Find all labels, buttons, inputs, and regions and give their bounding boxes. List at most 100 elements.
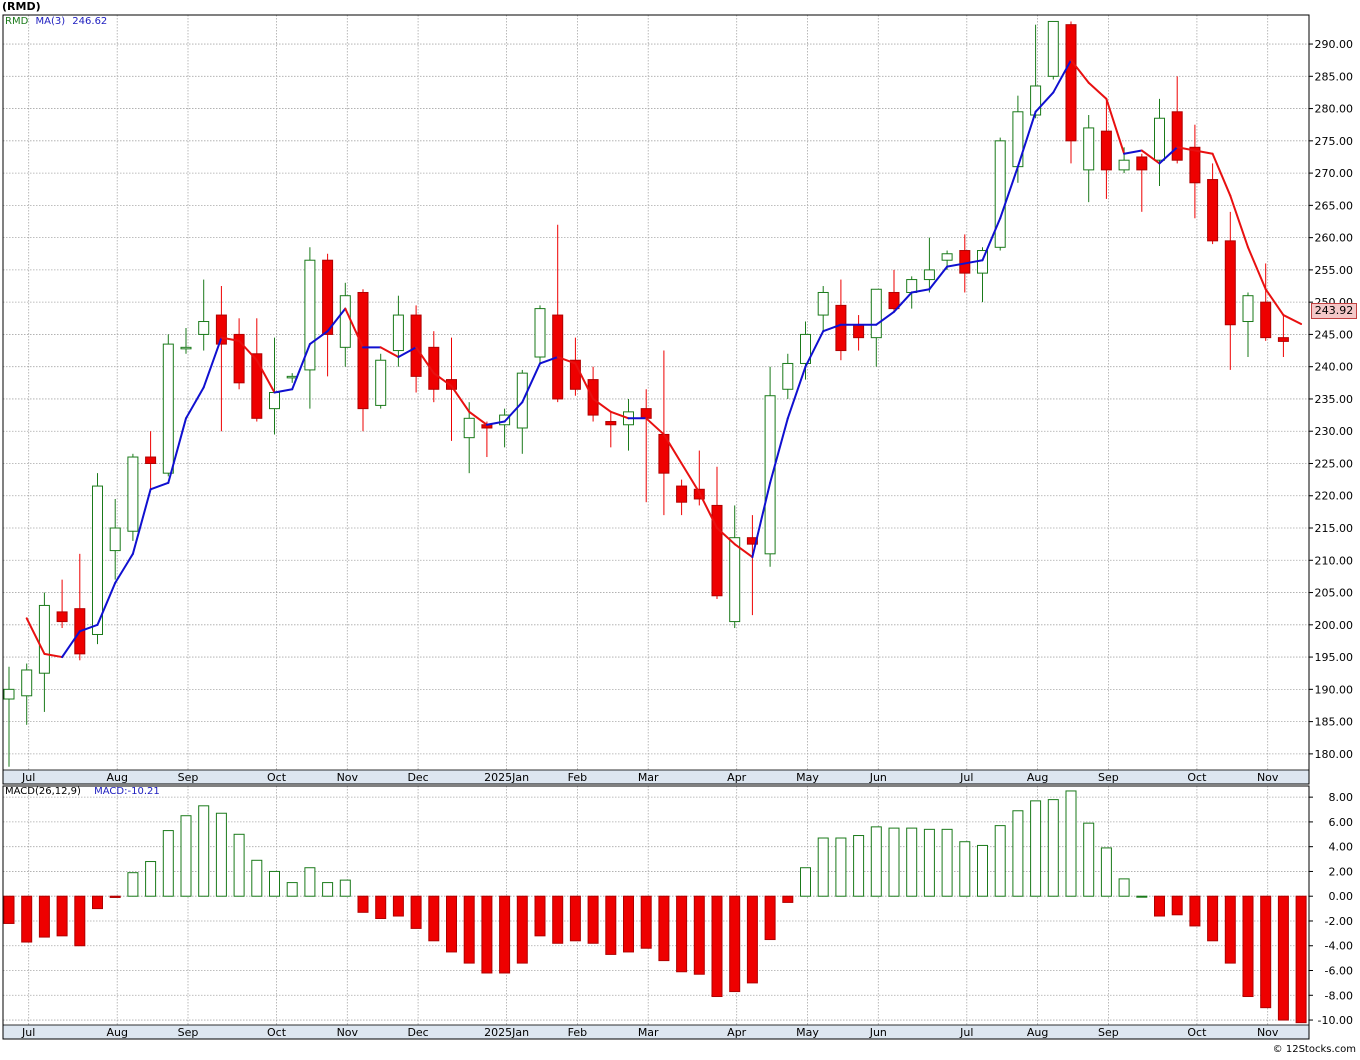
macd-bar (552, 895, 564, 944)
macd-y-tick-label: -8.00 (1325, 989, 1353, 1002)
macd-bar (1118, 878, 1130, 897)
macd-bar (729, 895, 741, 993)
ma-line-segment (875, 310, 895, 326)
macd-bar (906, 827, 918, 897)
candle-body (1189, 146, 1201, 184)
candle-body (1118, 159, 1130, 171)
price-x-month-label: Apr (727, 771, 747, 784)
macd-bar (800, 867, 811, 897)
ma-line-segment (592, 397, 612, 413)
ma-line-segment (1158, 146, 1179, 165)
ma-line-segment (255, 359, 276, 394)
price-y-tick-label: 235.00 (1315, 393, 1354, 406)
macd-bar (215, 812, 227, 897)
macd-bar (1171, 895, 1183, 916)
candle-body (162, 343, 174, 474)
macd-legend: MACD(26,12,9) MACD:-10.21 (5, 786, 160, 797)
candle-body (392, 314, 404, 352)
ma-line-segment (185, 386, 205, 420)
macd-bar (74, 895, 86, 947)
price-x-month-label: Feb (568, 771, 587, 784)
macd-bar (534, 895, 546, 937)
macd-label: MACD(26,12,9) (5, 786, 81, 797)
macd-bar (198, 805, 210, 897)
price-x-month-label: Oct (267, 771, 287, 784)
candle-body (906, 279, 918, 293)
macd-y-tick-label: 4.00 (1329, 841, 1354, 854)
ma-line-segment (1087, 81, 1108, 100)
ma-line-segment (78, 623, 99, 633)
ma-line-segment (25, 617, 46, 655)
candle-body (835, 304, 847, 352)
macd-bar (109, 895, 121, 898)
ma-line-segment (1070, 59, 1090, 84)
price-y-tick-label: 285.00 (1315, 70, 1354, 83)
candle-body (233, 333, 245, 384)
ma-line-segment (963, 259, 984, 265)
ma-line-segment (751, 481, 772, 559)
macd-bar (1189, 895, 1201, 927)
price-y-tick-label: 215.00 (1315, 522, 1354, 535)
chart-title: (RMD) (2, 0, 41, 13)
ma-line-segment (645, 417, 665, 436)
ma-line-segment (468, 410, 488, 426)
macd-bar (1242, 895, 1254, 998)
price-x-month-label: Aug (1027, 771, 1048, 784)
candle-body (109, 527, 121, 552)
macd-y-tick-label: 6.00 (1329, 816, 1354, 829)
candle-body (127, 456, 139, 532)
macd-bar (410, 895, 422, 929)
candle-body (994, 140, 1006, 248)
macd-bar (162, 830, 174, 897)
candle-body (1100, 130, 1112, 171)
ma-line-segment (1264, 288, 1285, 317)
macd-bar (499, 895, 511, 974)
candle-body (339, 295, 351, 348)
macd-bar (658, 895, 670, 962)
ma-line-segment (662, 433, 683, 465)
candle-body (782, 362, 794, 390)
price-legend: RMD MA(3) 246.62 (5, 16, 107, 27)
macd-bar (1277, 895, 1289, 1021)
price-y-tick-label: 290.00 (1315, 38, 1354, 51)
candle-body (3, 688, 15, 700)
macd-bar (92, 895, 103, 910)
price-panel-border (2, 14, 1310, 785)
macd-bar (446, 895, 457, 953)
ma-line-segment (238, 339, 258, 362)
macd-bar (1065, 790, 1077, 897)
macd-x-month-label: Jul (959, 1026, 973, 1039)
ma-value: 246.62 (72, 16, 108, 27)
ma-line-segment (131, 488, 152, 555)
ma-line-segment (308, 330, 329, 346)
price-x-month-label: Sep (178, 771, 199, 784)
macd-bar (481, 895, 493, 974)
ma-line-segment (910, 288, 931, 294)
macd-bar (1207, 895, 1219, 942)
candle-body (446, 379, 457, 390)
ma-line-segment (485, 420, 506, 426)
price-x-month-label: Jul (21, 771, 35, 784)
candle-body (817, 291, 829, 316)
macd-bar (286, 882, 298, 897)
candle-body (357, 291, 369, 410)
candle-body (145, 456, 157, 464)
price-y-tick-label: 210.00 (1315, 554, 1354, 567)
candle-body (1242, 295, 1254, 323)
ma-line-segment (43, 652, 64, 659)
candle-body (180, 346, 192, 350)
price-y-tick-label: 220.00 (1315, 490, 1354, 503)
candle-body (853, 324, 865, 339)
ma-line-segment (981, 217, 1002, 262)
macd-bar (56, 895, 68, 937)
ma-line-segment (804, 330, 825, 368)
macd-panel-border (2, 785, 1310, 1040)
ma-line-segment (432, 372, 453, 388)
macd-x-month-label: 2025Jan (484, 1026, 529, 1039)
macd-bar (640, 895, 652, 949)
macd-bar (516, 895, 528, 964)
last-price-tag: 243.92 (1311, 303, 1357, 319)
macd-bar (145, 861, 157, 897)
macd-bar (693, 895, 705, 975)
macd-bar (322, 882, 334, 897)
